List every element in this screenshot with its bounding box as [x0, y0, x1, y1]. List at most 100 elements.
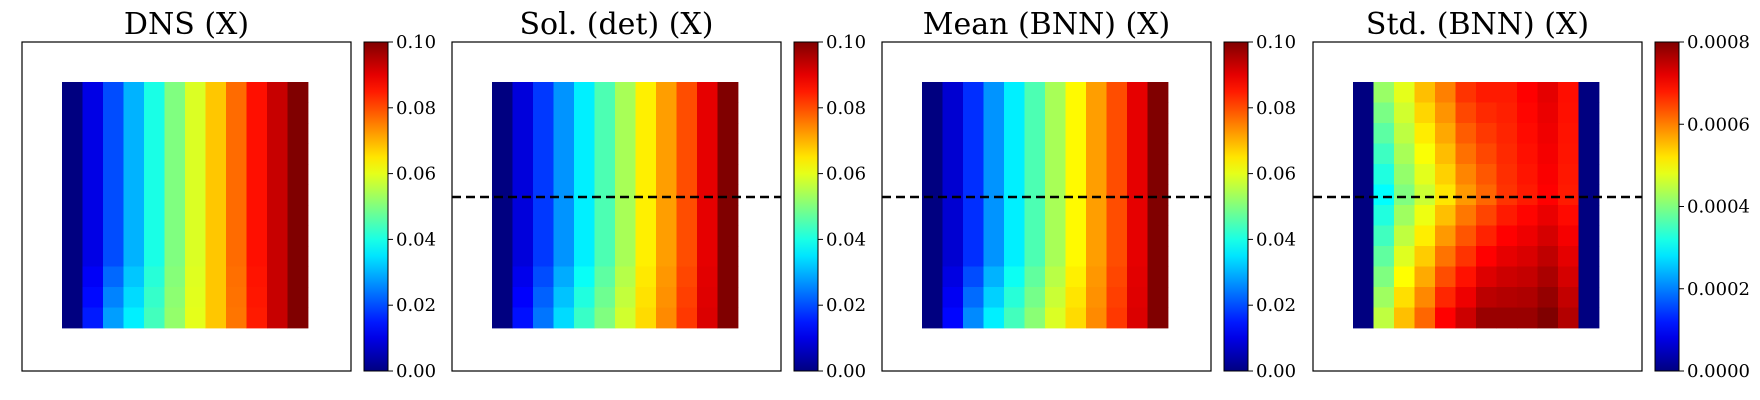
heatmap-cell — [1414, 225, 1436, 247]
heatmap-cell — [1496, 246, 1518, 267]
heatmap-cell — [615, 184, 636, 206]
heatmap-cell — [185, 184, 206, 206]
heatmap-panel-3: Mean (BNN) (X) 0.00 0.02 0.04 0.06 0.08 0.10 — [881, 7, 1296, 382]
heatmap-cell — [185, 266, 206, 288]
heatmap-cell — [1373, 184, 1395, 206]
heatmap-cell — [226, 184, 247, 206]
heatmap-cell — [1004, 164, 1025, 185]
heatmap-cell — [62, 102, 83, 124]
heatmap-cells — [922, 82, 1169, 329]
heatmap-cell — [574, 287, 595, 308]
heatmap-cell — [1414, 82, 1436, 103]
heatmap-cell — [1496, 287, 1518, 308]
heatmap-cell — [1578, 225, 1600, 247]
heatmap-cell — [1045, 205, 1066, 226]
heatmap-cell — [574, 164, 595, 185]
heatmap-cell — [1435, 123, 1456, 144]
heatmap-cell — [574, 205, 595, 226]
heatmap-cell — [1394, 246, 1415, 267]
heatmap-cell — [1558, 246, 1579, 267]
heatmap-cell — [553, 123, 575, 144]
heatmap-cell — [123, 225, 145, 247]
heatmap-cell — [1558, 307, 1579, 329]
heatmap-cell — [1127, 143, 1148, 165]
heatmap-cell — [103, 246, 124, 267]
heatmap-cell — [185, 225, 206, 247]
heatmap-cell — [1435, 225, 1456, 247]
heatmap-cell — [1024, 287, 1046, 308]
heatmap-cell — [1517, 123, 1538, 144]
heatmap-cell — [1004, 102, 1025, 124]
heatmap-cell — [1578, 82, 1600, 103]
heatmap-cell — [1578, 102, 1600, 124]
heatmap-cell — [1537, 287, 1559, 308]
heatmap-cell — [656, 123, 677, 144]
heatmap-cell — [1147, 225, 1169, 247]
heatmap-cell — [1086, 287, 1107, 308]
heatmap-cell — [1353, 102, 1374, 124]
heatmap-cell — [697, 184, 718, 206]
heatmap-cell — [1435, 205, 1456, 226]
heatmap-cell — [594, 184, 616, 206]
heatmap-cell — [1435, 164, 1456, 185]
heatmap-cell — [512, 307, 534, 329]
heatmap-cell — [676, 102, 698, 124]
heatmap-cell — [1045, 225, 1066, 247]
heatmap-cell — [983, 184, 1005, 206]
colorbar — [1223, 41, 1249, 372]
heatmap-cell — [1394, 205, 1415, 226]
heatmap-cell — [922, 266, 943, 288]
heatmap-cell — [103, 307, 124, 329]
colorbar-tick-label: 0.06 — [396, 164, 436, 185]
heatmap-cell — [1476, 102, 1497, 124]
colorbar-tick-label: 0.10 — [396, 32, 436, 53]
heatmap-panel-4: Std. (BNN) (X) 0.0000 0.0002 0.0004 0.0006 0.… — [1312, 7, 1750, 382]
heatmap-cell — [164, 143, 186, 165]
heatmap-cell — [1147, 164, 1169, 185]
heatmap-cell — [1065, 82, 1087, 103]
heatmap-cell — [697, 102, 718, 124]
heatmap-cell — [656, 164, 677, 185]
heatmap-cell — [226, 82, 247, 103]
heatmap-cell — [287, 143, 309, 165]
heatmap-cell — [512, 123, 534, 144]
heatmap-cell — [1024, 143, 1046, 165]
heatmap-cell — [1414, 266, 1436, 288]
heatmap-cell — [492, 287, 513, 308]
heatmap-cell — [717, 246, 739, 267]
heatmap-cell — [287, 307, 309, 329]
heatmap-cell — [1147, 184, 1169, 206]
heatmap-cell — [1537, 123, 1559, 144]
heatmap-cell — [697, 246, 718, 267]
heatmap-cell — [922, 307, 943, 329]
heatmap-cell — [676, 123, 698, 144]
heatmap-cell — [1373, 205, 1395, 226]
heatmap-cell — [246, 307, 268, 329]
heatmap-cell — [1537, 205, 1559, 226]
heatmap-cell — [1086, 143, 1107, 165]
heatmap-cell — [267, 307, 288, 329]
heatmap-cell — [1045, 266, 1066, 288]
heatmap-cell — [656, 266, 677, 288]
heatmap-cell — [942, 205, 964, 226]
heatmap-cell — [676, 307, 698, 329]
heatmap-cell — [1455, 307, 1477, 329]
heatmap-cell — [1086, 266, 1107, 288]
heatmap-cell — [1127, 184, 1148, 206]
heatmap-cell — [62, 184, 83, 206]
heatmap-cell — [635, 246, 657, 267]
heatmap-cell — [82, 307, 104, 329]
heatmap-cell — [942, 246, 964, 267]
heatmap-cell — [1394, 307, 1415, 329]
heatmap-cell — [1147, 266, 1169, 288]
heatmap-cell — [492, 307, 513, 329]
heatmap-cell — [656, 225, 677, 247]
heatmap-cell — [1004, 184, 1025, 206]
heatmap-cell — [205, 287, 227, 308]
heatmap-cell — [103, 266, 124, 288]
heatmap-cell — [62, 143, 83, 165]
heatmap-cell — [574, 246, 595, 267]
heatmap-cell — [1537, 102, 1559, 124]
heatmap-cell — [185, 102, 206, 124]
heatmap-cell — [717, 143, 739, 165]
